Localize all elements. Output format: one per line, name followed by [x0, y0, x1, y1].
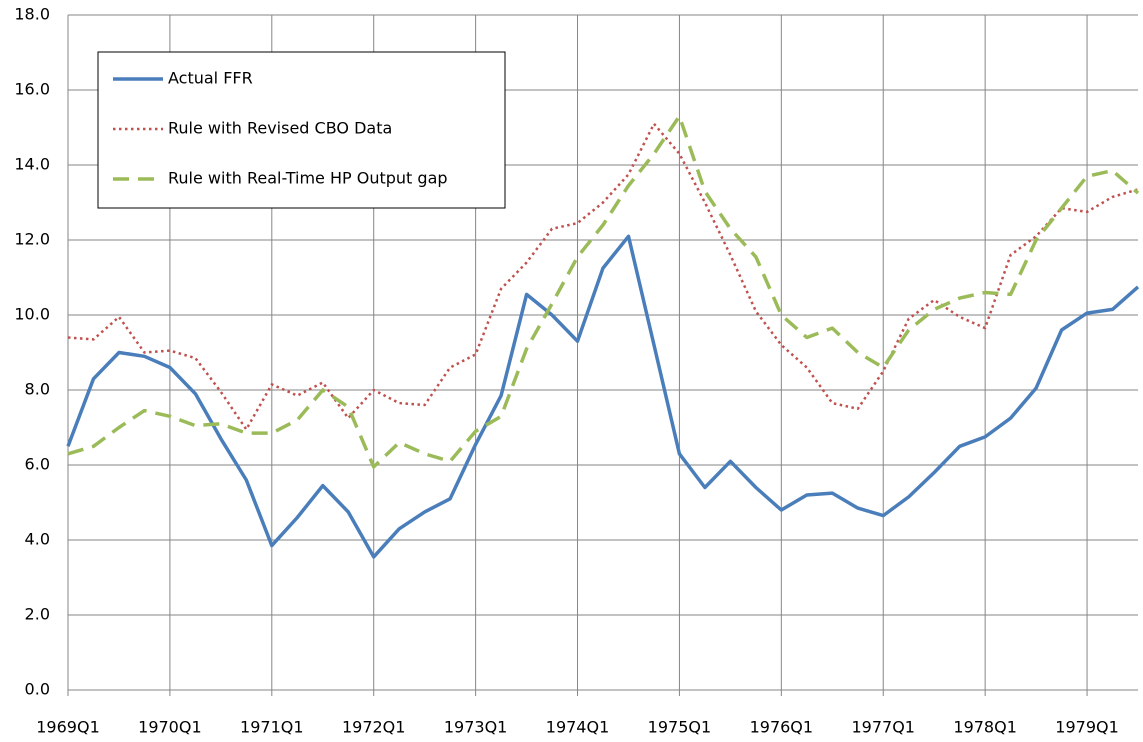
x-tick-label: 1970Q1 — [138, 718, 202, 737]
y-tick-label: 2.0 — [25, 605, 50, 624]
legend-label: Actual FFR — [168, 69, 253, 88]
y-tick-label: 12.0 — [14, 230, 50, 249]
y-tick-label: 16.0 — [14, 80, 50, 99]
y-tick-label: 14.0 — [14, 155, 50, 174]
x-tick-label: 1973Q1 — [444, 718, 508, 737]
series-line — [67, 114, 1140, 469]
legend-label: Rule with Real-Time HP Output gap — [168, 169, 448, 188]
series-line — [66, 234, 1140, 559]
series-line — [67, 122, 1139, 431]
x-tick-label: 1977Q1 — [851, 718, 915, 737]
y-tick-label: 0.0 — [25, 680, 50, 699]
legend-label: Rule with Revised CBO Data — [168, 119, 392, 138]
y-tick-label: 4.0 — [25, 530, 50, 549]
legend-box — [97, 51, 506, 209]
x-tick-label: 1978Q1 — [953, 718, 1017, 737]
x-tick-label: 1979Q1 — [1055, 718, 1119, 737]
y-tick-label: 10.0 — [14, 305, 50, 324]
x-tick-label: 1972Q1 — [342, 718, 406, 737]
y-tick-label: 18.0 — [14, 5, 50, 24]
y-tick-label: 8.0 — [25, 380, 50, 399]
x-tick-label: 1974Q1 — [546, 718, 610, 737]
y-tick-label: 6.0 — [25, 455, 50, 474]
x-tick-label: 1975Q1 — [648, 718, 712, 737]
x-tick-label: 1969Q1 — [36, 718, 100, 737]
x-tick-label: 1971Q1 — [240, 718, 304, 737]
x-tick-label: 1976Q1 — [750, 718, 814, 737]
